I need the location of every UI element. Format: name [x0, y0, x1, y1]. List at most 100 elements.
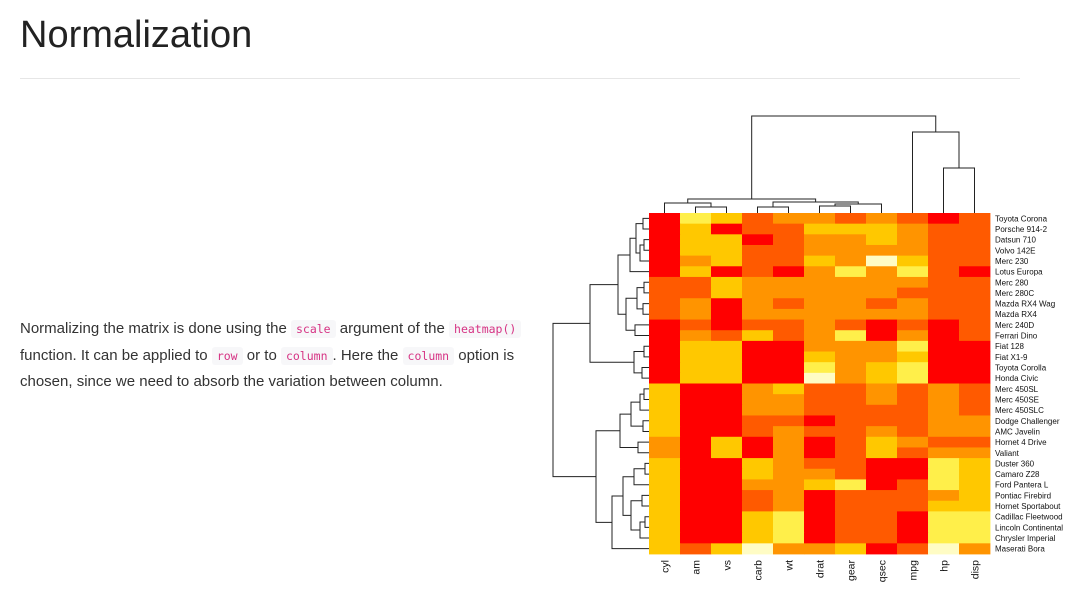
heatmap-cell	[742, 287, 774, 299]
heatmap-cell	[928, 479, 960, 491]
heatmap-cell	[835, 255, 867, 267]
heatmap-cell	[680, 383, 712, 395]
text-part: or to	[246, 346, 277, 364]
heatmap-cell	[959, 298, 991, 310]
heatmap-cell	[804, 319, 836, 331]
heatmap-cell	[742, 223, 774, 235]
heatmap-cell	[959, 255, 991, 267]
heatmap-cell	[711, 340, 743, 352]
heatmap-cell	[773, 500, 805, 512]
heatmap-cell	[866, 223, 898, 235]
heatmap-cell	[742, 255, 774, 267]
code-heatmap: heatmap()	[449, 320, 522, 338]
heatmap-cell	[959, 266, 991, 278]
heatmap-cell	[835, 213, 867, 225]
heatmap-cell	[649, 458, 681, 470]
dendrogram-link	[633, 468, 649, 486]
heatmap-cell	[897, 426, 929, 438]
heatmap-cell	[928, 362, 960, 374]
heatmap-cell	[680, 298, 712, 310]
heatmap-cell	[804, 362, 836, 374]
column-label: qsec	[877, 560, 889, 582]
heatmap-cell	[649, 511, 681, 523]
heatmap-cell	[742, 298, 774, 310]
heatmap-cell	[835, 287, 867, 299]
heatmap-cell	[835, 319, 867, 331]
text-part: function. It can be applied to	[20, 346, 208, 364]
heatmap-cell	[928, 404, 960, 416]
heatmap-cell	[835, 447, 867, 459]
row-label: Fiat X1-9	[995, 353, 1028, 362]
heatmap-cell	[959, 543, 991, 555]
heatmap-cell	[649, 362, 681, 374]
heatmap-cell	[773, 266, 805, 278]
heatmap-cell	[897, 319, 929, 331]
heatmap-cell	[773, 372, 805, 384]
heatmap-cell	[742, 500, 774, 512]
page-title: Normalization	[20, 14, 253, 56]
dendrogram-link	[943, 167, 975, 213]
heatmap-cell	[804, 244, 836, 257]
heatmap-cell	[866, 234, 898, 246]
heatmap-cell	[866, 479, 898, 491]
heatmap-cell	[680, 244, 712, 257]
heatmap-cell	[773, 436, 805, 448]
heatmap-cell	[773, 330, 805, 342]
heatmap-cell	[742, 394, 774, 406]
heatmap-cell	[742, 351, 774, 363]
heatmap-cell	[804, 479, 836, 491]
description-paragraph: Normalizing the matrix is done using the…	[20, 316, 540, 395]
heatmap-cell	[897, 298, 929, 310]
heatmap-cell	[773, 511, 805, 523]
heatmap-cell	[959, 383, 991, 395]
heatmap-cell	[835, 372, 867, 384]
heatmap-cell	[742, 340, 774, 352]
heatmap-cell	[866, 255, 898, 267]
heatmap-cell	[897, 522, 929, 534]
heatmap-cell	[649, 532, 681, 544]
heatmap-cell	[680, 362, 712, 374]
row-label: Volvo 142E	[995, 246, 1035, 255]
heatmap-cell	[866, 543, 898, 555]
heatmap-cell	[649, 351, 681, 363]
dendrogram-link	[644, 516, 649, 528]
heatmap-cell	[742, 308, 774, 320]
dendrogram-link	[595, 430, 620, 523]
heatmap-cell	[742, 511, 774, 523]
heatmap-cell	[866, 522, 898, 534]
heatmap-cell	[897, 394, 929, 406]
heatmap-cell	[928, 234, 960, 246]
heatmap-cell	[866, 287, 898, 299]
heatmap-cell	[711, 319, 743, 331]
heatmap-cell	[835, 383, 867, 395]
heatmap-cell	[742, 362, 774, 374]
heatmap-cell	[866, 415, 898, 427]
dendrogram-link	[819, 205, 851, 213]
row-label: Merc 450SE	[995, 395, 1039, 404]
heatmap-cell	[835, 522, 867, 534]
heatmap-cell	[835, 298, 867, 310]
text-part: argument of the	[339, 320, 445, 337]
heatmap-cell	[897, 362, 929, 374]
code-scale: scale	[290, 320, 336, 338]
code-column-option: column	[402, 346, 455, 365]
row-label: Mazda RX4 Wag	[995, 300, 1055, 309]
heatmap-cell	[866, 244, 898, 257]
heatmap-cell	[928, 436, 960, 448]
column-label: cyl	[660, 560, 672, 573]
heatmap-cell	[897, 330, 929, 342]
dendrogram-link	[695, 206, 727, 213]
heatmap-cell	[928, 213, 960, 225]
heatmap-cell	[711, 213, 743, 225]
heatmap-cell	[680, 490, 712, 502]
heatmap-cell	[680, 458, 712, 470]
dendrogram-link	[641, 367, 649, 379]
dendrogram-link	[642, 303, 649, 315]
heatmap-cell	[711, 266, 743, 278]
heatmap-cell	[773, 543, 805, 555]
heatmap-cell	[711, 298, 743, 310]
heatmap-cell	[835, 426, 867, 438]
heatmap-cell	[866, 298, 898, 310]
heatmap-cell	[680, 426, 712, 438]
heatmap-cell	[835, 362, 867, 374]
